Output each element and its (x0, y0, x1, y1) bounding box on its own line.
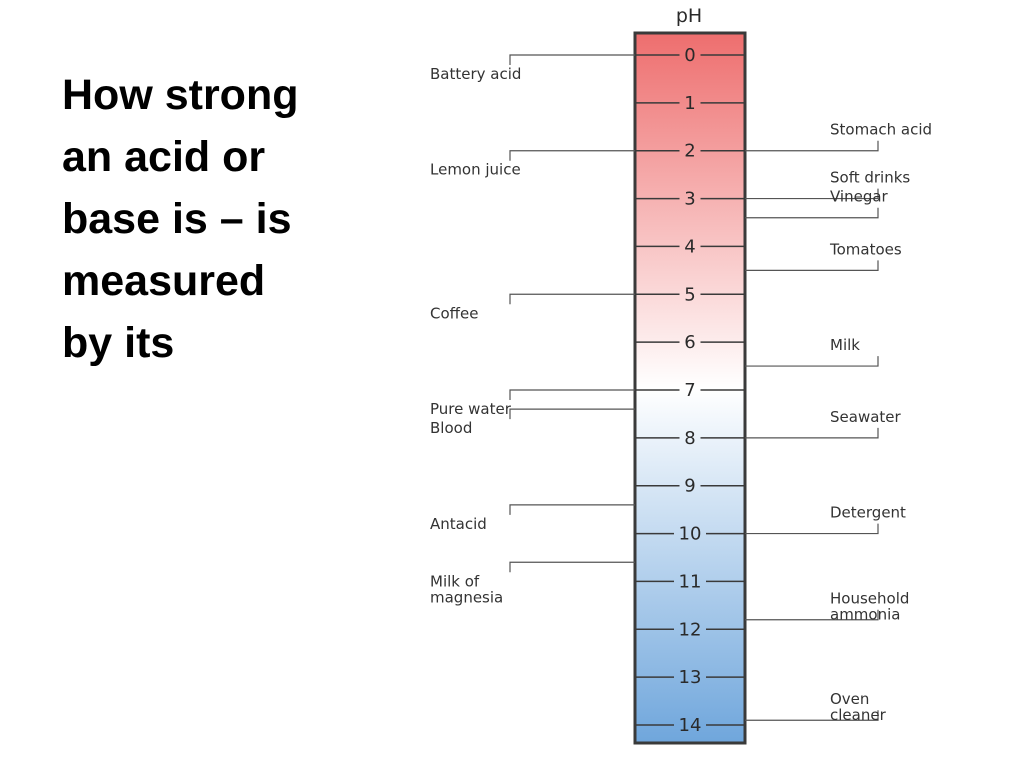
right-label: Vinegar (830, 188, 889, 206)
right-label: Seawater (830, 408, 902, 426)
right-label: Milk (830, 336, 860, 354)
left-label-line: Pure water (430, 400, 512, 418)
right-label-line: Milk (830, 336, 860, 354)
ph-tick-label: 7 (684, 380, 695, 401)
right-leader-line (745, 207, 879, 219)
ph-tick-label: 13 (679, 667, 702, 688)
right-leader-line (745, 140, 879, 152)
ph-tick-label: 6 (684, 332, 695, 353)
ph-tick-label: 4 (684, 236, 695, 257)
title-line: measured (62, 257, 266, 305)
left-label: Blood (430, 419, 472, 437)
slide-title: How strong an acid or base is – is measu… (62, 64, 362, 374)
left-leader-line (509, 561, 635, 573)
right-label-line: Tomatoes (829, 240, 902, 258)
right-leader-line (745, 523, 879, 535)
left-label: Pure water (430, 400, 512, 418)
left-label: Coffee (430, 304, 478, 322)
right-leader-line (745, 188, 879, 200)
title-line: How strong (62, 71, 299, 119)
left-label-line: Coffee (430, 304, 478, 322)
right-leader-line (745, 609, 879, 621)
right-label: Tomatoes (829, 240, 902, 258)
left-leader-line (509, 389, 635, 400)
right-leader-line (745, 260, 879, 271)
ph-tick-label: 5 (684, 284, 695, 305)
ph-tick-label: 1 (684, 93, 695, 114)
right-label-line: Vinegar (830, 188, 889, 206)
left-label-line: Antacid (430, 515, 487, 533)
right-label: Household ammonia (830, 590, 909, 624)
left-label-line: Milk of (430, 572, 480, 590)
ph-tick-label: 0 (684, 45, 695, 66)
ph-tick-label: 2 (684, 141, 695, 162)
left-leader-line (509, 150, 635, 161)
right-leader-line (745, 356, 879, 367)
left-label-line: Lemon juice (430, 161, 521, 179)
ph-tick-label: 11 (679, 571, 702, 592)
right-label-line: Oven (830, 690, 869, 708)
right-label-line: Seawater (830, 408, 902, 426)
axis-title: pH (676, 5, 702, 27)
right-label-line: Detergent (830, 504, 906, 522)
left-leader-line (509, 504, 635, 515)
left-leader-line (509, 54, 635, 65)
left-leader-line (509, 408, 635, 420)
ph-tick-label: 12 (679, 619, 702, 640)
right-label-line: Household (830, 590, 909, 608)
right-leader-line (745, 427, 879, 439)
right-label: Oven cleaner (830, 690, 887, 724)
ph-tick-label: 8 (684, 428, 695, 449)
right-label-line: cleaner (830, 706, 887, 724)
right-label: Soft drinks (830, 169, 910, 187)
right-label-line: Soft drinks (830, 169, 910, 187)
right-label-line: ammonia (830, 606, 900, 624)
title-line: an acid or (62, 133, 266, 181)
left-label-line: Battery acid (430, 65, 521, 83)
left-label: Lemon juice (430, 161, 521, 179)
right-label: Stomach acid (830, 121, 932, 139)
ph-tick-label: 3 (684, 189, 695, 210)
left-leader-line (509, 293, 635, 305)
left-label: Battery acid (430, 65, 521, 83)
left-label: Antacid (430, 515, 487, 533)
right-label-line: Stomach acid (830, 121, 932, 139)
title-line: by its (62, 319, 175, 367)
right-leader-line (745, 710, 879, 721)
ph-tick-label: 9 (684, 476, 695, 497)
left-label: Milk of magnesia (430, 572, 503, 606)
ph-tick-label: 14 (679, 715, 702, 736)
title-line: base is – is (62, 195, 292, 243)
left-label-line: Blood (430, 419, 472, 437)
right-label: Detergent (830, 504, 906, 522)
left-label-line: magnesia (430, 588, 503, 606)
ph-tick-label: 10 (679, 524, 702, 545)
